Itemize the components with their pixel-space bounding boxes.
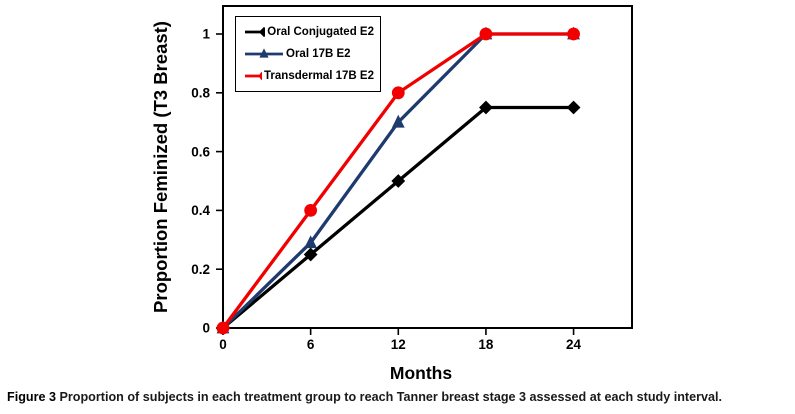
legend-marker (259, 48, 269, 58)
legend-marker (259, 71, 263, 81)
legend-swatch-triangle-icon (245, 48, 283, 58)
legend-entry-transdermal-17b-e2: Transdermal 17B E2 (244, 65, 374, 87)
y-axis-title: Proportion Feminized (T3 Breast) (150, 21, 171, 313)
series-marker-oral-conjugated-e2 (391, 174, 406, 188)
series-line-oral-conjugated-e2 (221, 105, 574, 330)
series-marker-oral-conjugated-e2 (303, 247, 318, 262)
x-axis-tick-label: 24 (566, 337, 582, 352)
x-axis-tick-label: 6 (307, 337, 315, 352)
series-marker-transdermal-17b-e2 (391, 86, 405, 100)
y-axis-tick-label: 0 (202, 321, 210, 336)
x-axis-tick-label: 18 (478, 337, 494, 352)
figure-caption-text: Proportion of subjects in each treatment… (59, 390, 723, 404)
legend-label: Transdermal 17B E2 (264, 70, 374, 82)
series-marker-oral-17b-e2 (304, 235, 318, 249)
legend: Oral Conjugated E2 Oral 17B E2 Transdermal… (235, 16, 381, 92)
x-axis-title: Months (390, 363, 452, 383)
x-axis-tick-label: 0 (219, 337, 227, 352)
y-axis-tick-label: 1 (202, 27, 210, 42)
legend-marker (258, 26, 266, 38)
series-marker-transdermal-17b-e2 (479, 27, 493, 41)
x-axis-tick-label: 12 (391, 337, 406, 352)
y-axis-tick-label: 0.8 (191, 86, 210, 101)
chart-canvas: Proportion Feminized (T3 Breast) Months … (150, 5, 633, 383)
y-axis-tick-label: 0.6 (191, 144, 210, 159)
series-marker-oral-conjugated-e2 (479, 100, 493, 115)
legend-swatch-diamond-icon (245, 26, 266, 38)
legend-entry-oral-conjugated-e2: Oral Conjugated E2 (244, 21, 374, 43)
legend-swatch-circle-icon (245, 71, 263, 81)
series-marker-transdermal-17b-e2 (216, 321, 230, 335)
series-marker-transdermal-17b-e2 (567, 27, 580, 41)
y-axis-tick-label: 0.2 (191, 262, 210, 277)
y-axis-tick-label: 0.4 (191, 203, 210, 218)
figure-caption-label: Figure 3 (7, 390, 56, 404)
legend-label: Oral Conjugated E2 (267, 26, 374, 38)
legend-entry-oral-17b-e2: Oral 17B E2 (244, 43, 374, 65)
series-marker-oral-conjugated-e2 (566, 100, 581, 115)
legend-label: Oral 17B E2 (286, 48, 351, 60)
series-marker-transdermal-17b-e2 (304, 204, 318, 217)
series-marker-oral-17b-e2 (391, 114, 405, 128)
plot-frame (222, 5, 633, 329)
figure-caption: Figure 3 Proportion of subjects in each … (7, 389, 793, 406)
